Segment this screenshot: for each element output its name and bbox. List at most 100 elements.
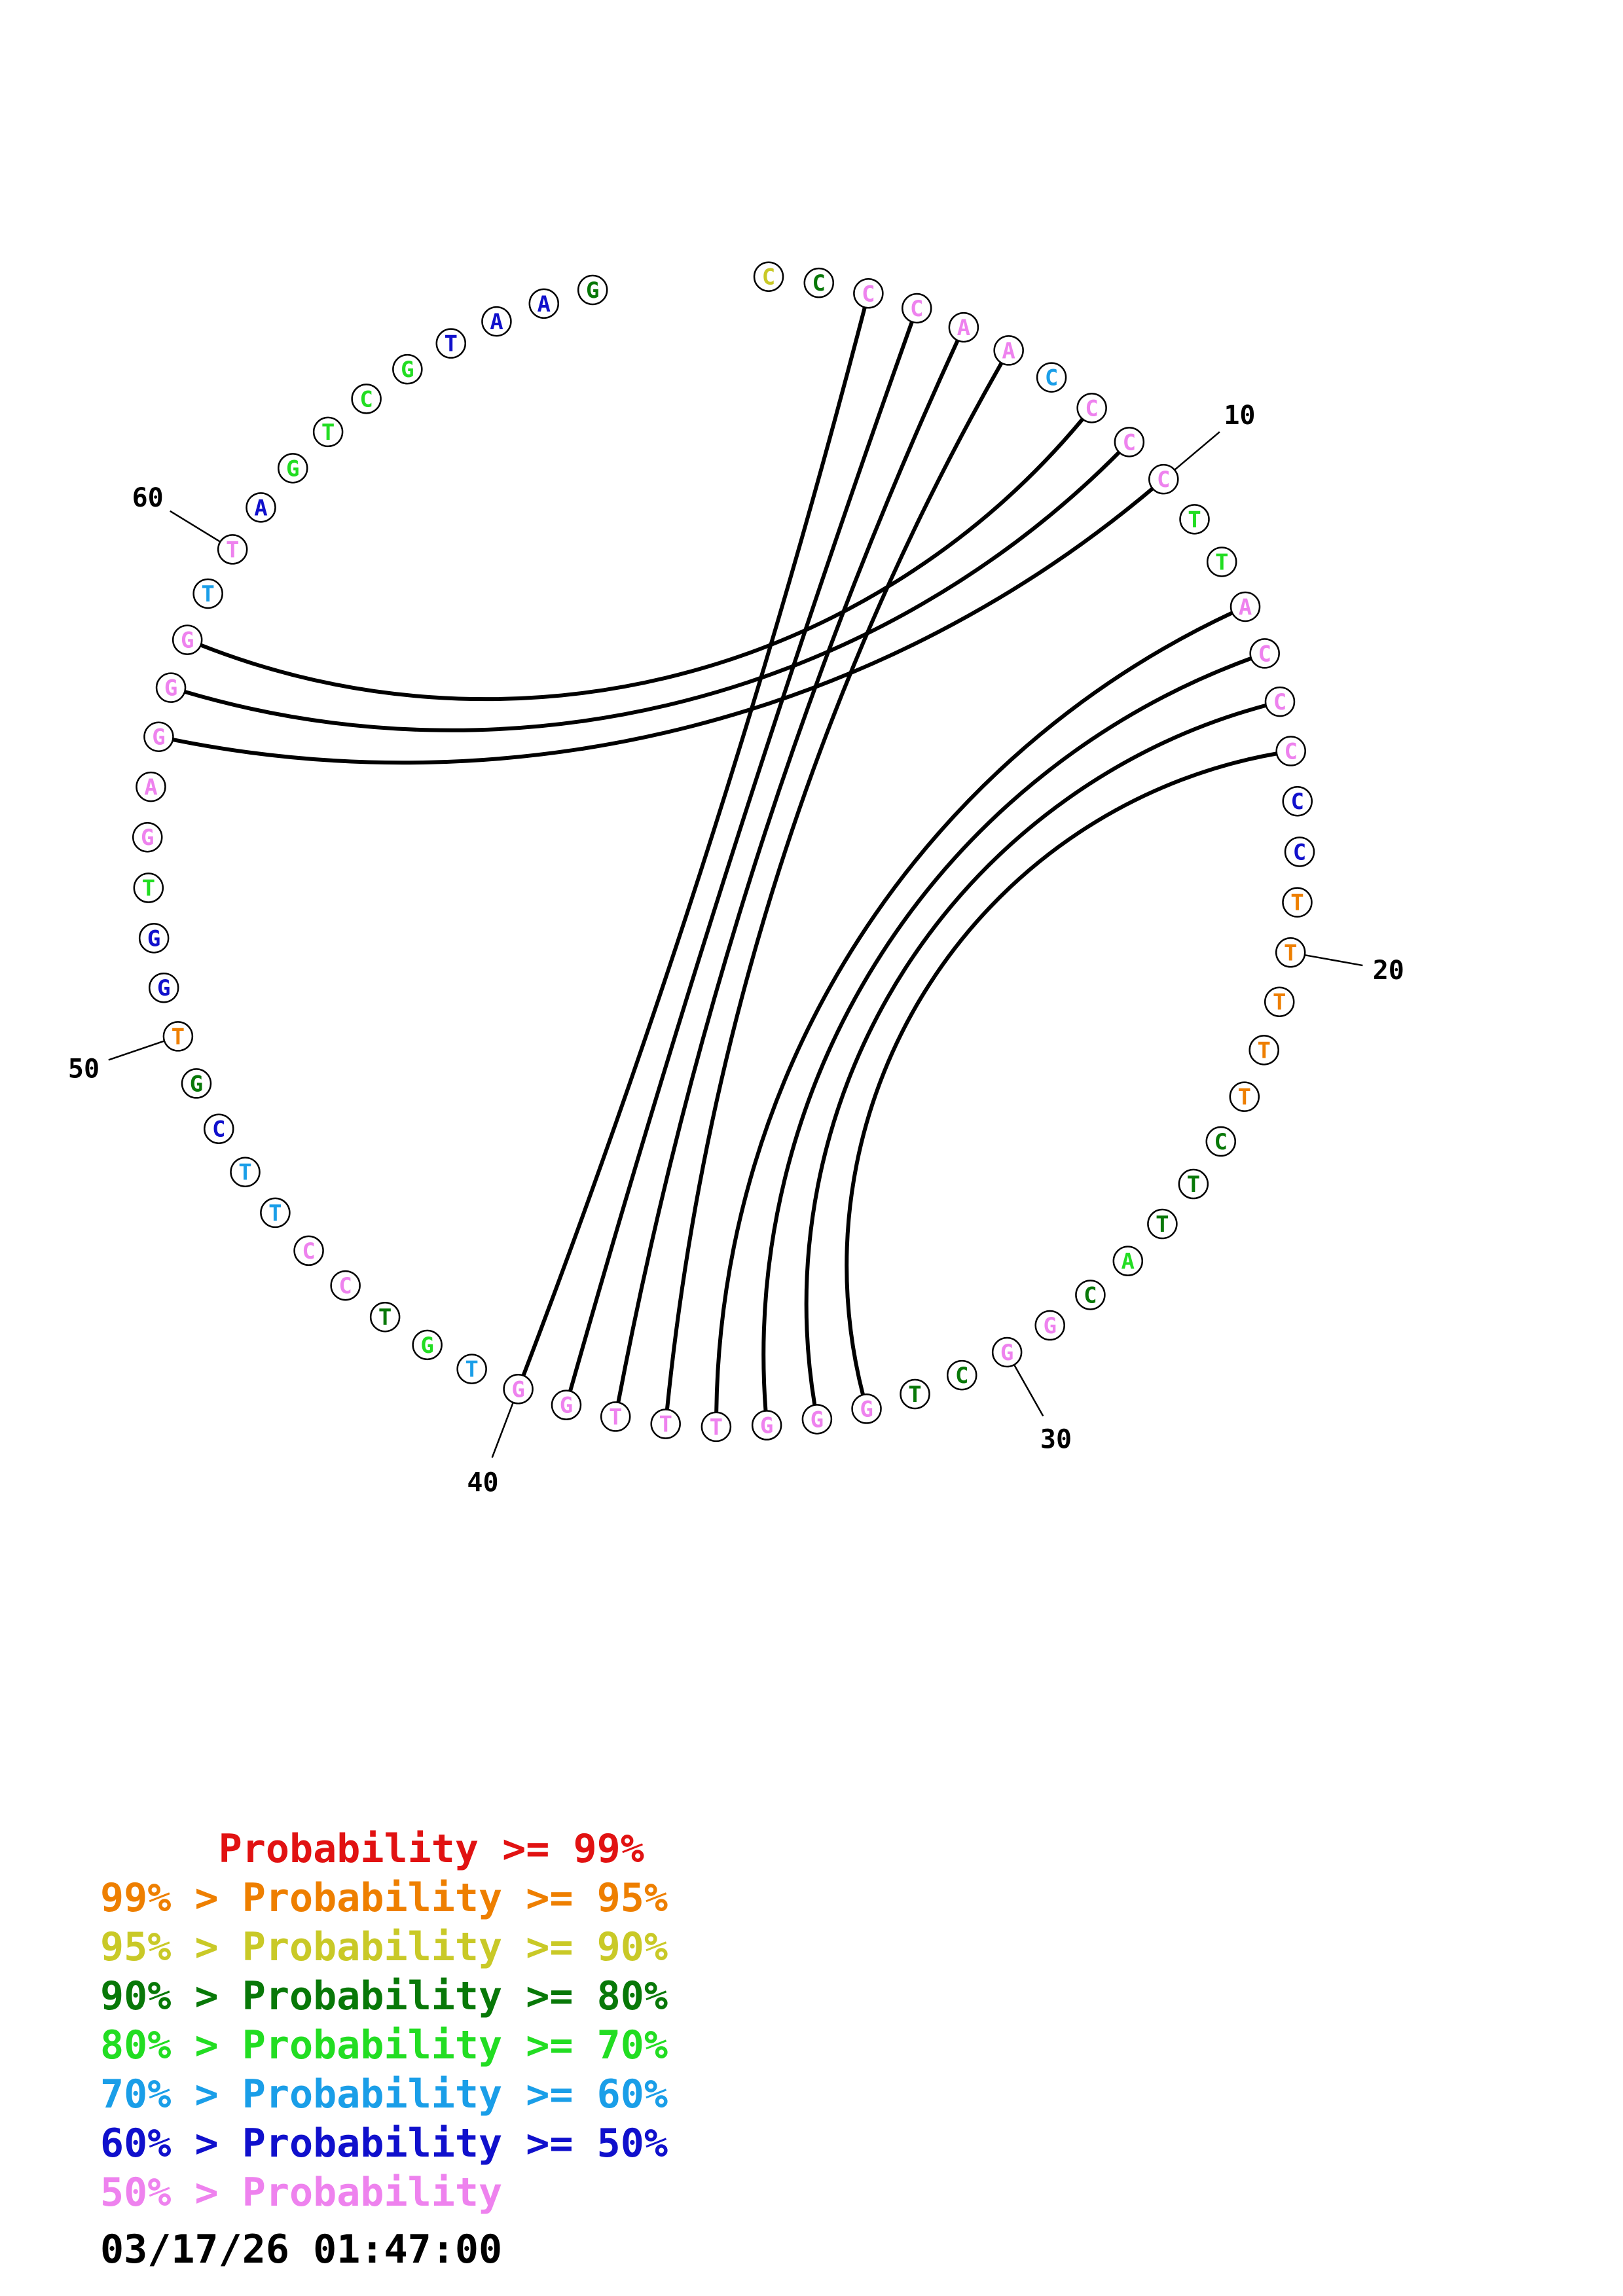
- nucleotide-circle: [946, 1359, 977, 1391]
- nucleotide: G: [172, 624, 203, 655]
- nucleotide-circle: [136, 771, 166, 802]
- nucleotide-letter: T: [445, 331, 458, 357]
- nucleotide-letter: T: [1188, 507, 1201, 533]
- nucleotide-circle: [1114, 427, 1145, 457]
- nucleotide-letter: C: [910, 296, 923, 322]
- nucleotide-letter: C: [762, 264, 775, 291]
- nucleotide-circle: [138, 923, 170, 954]
- position-ticks: 10 20 30 40 50 60: [68, 401, 1404, 1498]
- nucleotide-circle: [330, 1270, 361, 1301]
- nucleotide-letter: T: [321, 420, 335, 446]
- tick-mark: [1013, 1364, 1044, 1417]
- nucleotide-letter: C: [1273, 689, 1286, 715]
- nucleotide-letter: T: [1187, 1172, 1200, 1198]
- nucleotide-circle: [1148, 463, 1179, 495]
- nucleotide-circle: [528, 288, 560, 319]
- nucleotide-circle: [1284, 836, 1315, 867]
- nucleotide: G: [392, 353, 423, 385]
- nucleotide-letter: T: [238, 1160, 251, 1186]
- nucleotide-letter: G: [147, 925, 160, 952]
- nucleotide: T: [230, 1157, 261, 1187]
- nucleotide-letter: C: [812, 270, 826, 296]
- nucleotide-letter: A: [490, 309, 503, 335]
- nucleotide-letter: G: [141, 825, 154, 851]
- nucleotide: G: [181, 1068, 212, 1099]
- tick-label: 50: [68, 1054, 100, 1084]
- nucleotide-letter: T: [1284, 940, 1297, 966]
- nucleotide-letter: G: [1043, 1313, 1056, 1339]
- nucleotide-letter: A: [538, 291, 551, 317]
- nucleotide-letter: C: [1157, 467, 1170, 493]
- nucleotide-circle: [392, 353, 423, 385]
- nucleotide-ring: C C CCAACCCCTTACCCCCTTTTTCTTACGGCTGGGTTTGG…: [132, 261, 1315, 1443]
- nucleotide-letter: G: [401, 357, 414, 383]
- base-pair-arc: [714, 611, 1233, 1412]
- nucleotide-circle: [155, 672, 187, 703]
- nucleotide-circle: [803, 267, 835, 298]
- nucleotide-letter: C: [1290, 789, 1304, 815]
- nucleotide: C: [1148, 463, 1179, 495]
- base-pair-arc: [172, 487, 1154, 765]
- nucleotide: T: [1229, 1081, 1260, 1112]
- legend-entry: 95% > Probability >= 90%: [100, 1924, 668, 1970]
- nucleotide-circle: [503, 1374, 534, 1405]
- nucleotide-circle: [351, 384, 382, 414]
- nucleotide: G: [503, 1374, 534, 1405]
- nucleotide: T: [162, 1021, 194, 1052]
- nucleotide-letter: T: [172, 1024, 185, 1050]
- nucleotide: T: [650, 1408, 681, 1439]
- nucleotide: C: [946, 1359, 977, 1391]
- nucleotide-letter: A: [1002, 338, 1015, 364]
- nucleotide: A: [993, 335, 1024, 366]
- nucleotide: C: [1264, 686, 1296, 717]
- nucleotide-letter: C: [955, 1363, 968, 1389]
- nucleotide-circle: [853, 278, 884, 309]
- nucleotide: A: [1112, 1246, 1144, 1276]
- timestamp: 03/17/26 01:47:00: [100, 2227, 503, 2272]
- nucleotide: C: [204, 1113, 234, 1144]
- tick-mark: [170, 510, 221, 543]
- nucleotide-circle: [1147, 1208, 1178, 1240]
- base-pair-arc: [568, 321, 914, 1392]
- nucleotide-letter: T: [1238, 1085, 1251, 1111]
- base-pair-arc: [616, 339, 960, 1403]
- nucleotide: G: [278, 453, 308, 484]
- nucleotide: C: [753, 261, 784, 292]
- nucleotide-circle: [230, 1157, 261, 1187]
- nucleotide-circle: [260, 1197, 291, 1229]
- nucleotide: T: [260, 1197, 291, 1229]
- nucleotide-circle: [162, 1021, 194, 1052]
- nucleotide-letter: C: [1085, 395, 1098, 422]
- nucleotide: C: [1114, 427, 1145, 457]
- nucleotide-letter: C: [1214, 1129, 1228, 1155]
- nucleotide: C: [1282, 785, 1313, 817]
- nucleotide: T: [900, 1378, 930, 1410]
- nucleotide-letter: G: [181, 628, 194, 654]
- nucleotide-letter: T: [201, 581, 214, 607]
- nucleotide: G: [412, 1329, 443, 1361]
- nucleotide-circle: [1034, 1310, 1065, 1341]
- nucleotide-circle: [456, 1354, 487, 1384]
- nucleotide-circle: [435, 328, 467, 359]
- nucleotide-circle: [600, 1401, 631, 1432]
- nucleotide: T: [600, 1401, 631, 1432]
- nucleotide-circle: [204, 1113, 234, 1144]
- nucleotide: T: [456, 1354, 487, 1384]
- nucleotide-letter: C: [1123, 429, 1136, 456]
- base-pair-arc: [761, 656, 1252, 1411]
- nucleotide: G: [851, 1393, 882, 1424]
- nucleotide: C: [330, 1270, 361, 1301]
- nucleotide-letter: T: [1290, 890, 1304, 916]
- nucleotide-letter: G: [860, 1396, 873, 1422]
- legend-entry: 99% > Probability >= 95%: [100, 1875, 668, 1921]
- nucleotide-letter: T: [226, 537, 239, 563]
- nucleotide-letter: C: [359, 386, 373, 412]
- nucleotide: C: [803, 267, 835, 298]
- nucleotide-circle: [902, 293, 932, 324]
- nucleotide: G: [138, 923, 170, 954]
- base-pair-arc: [845, 751, 1277, 1395]
- nucleotide-letter: C: [338, 1273, 352, 1299]
- nucleotide-letter: T: [710, 1414, 723, 1441]
- nucleotide: C: [1284, 836, 1315, 867]
- nucleotide-circle: [143, 721, 174, 752]
